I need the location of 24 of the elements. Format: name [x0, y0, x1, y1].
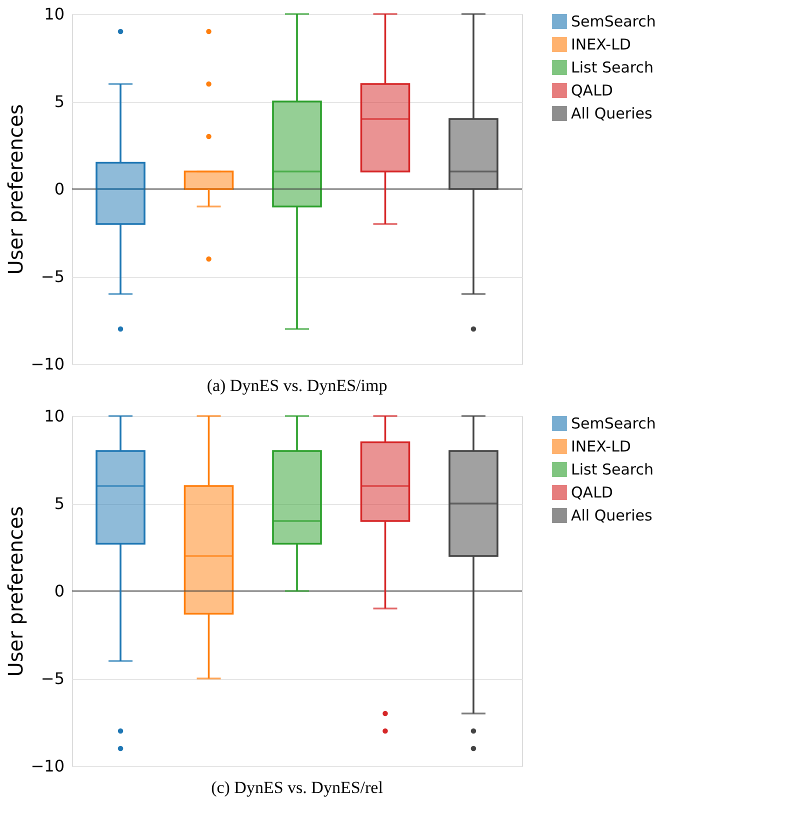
legend-label: SemSearch [571, 414, 656, 432]
legend-label: All Queries [571, 506, 652, 524]
y-tick-label: 0 [54, 180, 64, 198]
y-tick-label: −5 [40, 267, 64, 286]
y-tick-label: −5 [40, 669, 64, 688]
legend-label: All Queries [571, 104, 652, 122]
legend-label: INEX-LD [571, 438, 631, 456]
legend-label: List Search [571, 460, 654, 478]
text: (a) DynES vs. DynES/imp [206, 376, 388, 395]
y-tick-label: 5 [54, 92, 64, 111]
legend-label: QALD [571, 82, 613, 100]
legend-label: List Search [571, 58, 654, 76]
y-tick-label: −10 [30, 756, 64, 776]
y-axis-title: User preferences [4, 506, 28, 677]
y-tick-label: 10 [44, 4, 64, 24]
legend-label: INEX-LD [571, 36, 631, 54]
y-tick-label: 10 [44, 406, 64, 426]
y-axis-title: User preferences [4, 104, 28, 275]
text: (c) DynES vs. DynES/rel [211, 778, 384, 797]
legend-label: QALD [571, 484, 613, 502]
legend-label: SemSearch [571, 12, 656, 30]
y-tick-label: 5 [54, 494, 64, 513]
y-tick-label: −10 [30, 354, 64, 374]
y-tick-label: 0 [54, 582, 64, 600]
